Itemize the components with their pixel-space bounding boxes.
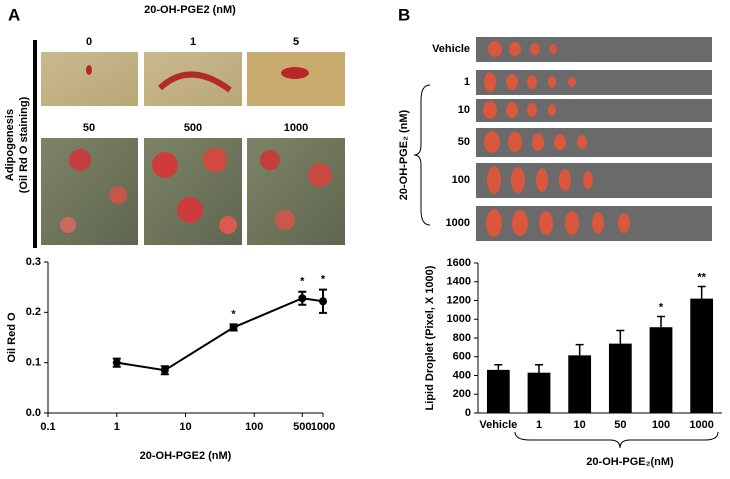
side-bar: [33, 40, 37, 248]
bar: [608, 343, 632, 413]
stain: [275, 210, 295, 230]
y-tick-label: 1000: [447, 313, 471, 325]
panel-title: 20-OH-PGE2 (nM): [144, 4, 236, 16]
error-bar: [697, 285, 706, 299]
stain: [157, 71, 232, 93]
data-point: [112, 358, 121, 367]
stain: [86, 65, 92, 75]
x-axis-label: 20-OH-PGE2 (nM): [140, 450, 232, 462]
stain: [152, 152, 178, 178]
micrograph: [144, 52, 242, 106]
y-tick-label: 200: [453, 388, 471, 400]
y-tick-label: 1400: [447, 276, 471, 288]
image-label: 1: [464, 76, 470, 88]
micrograph: [41, 52, 138, 106]
stain: [177, 197, 203, 223]
stain: [203, 148, 227, 172]
brace: [413, 84, 431, 226]
image-label: 5: [293, 36, 299, 48]
side-label: (Oil Rd O staining): [18, 96, 30, 193]
side-label: Adipogenesis: [4, 109, 16, 181]
stain: [219, 216, 237, 234]
data-point: [160, 366, 169, 375]
stain: [281, 67, 309, 79]
stain: [69, 149, 91, 171]
bar: [527, 372, 551, 413]
brace: [514, 431, 719, 449]
panel-letter: B: [398, 5, 410, 24]
image-label: 0: [86, 36, 92, 48]
x-tick-label: Vehicle: [479, 419, 517, 431]
bar: [486, 369, 510, 413]
x-tick-label: 100: [245, 421, 263, 433]
strip-images: [476, 37, 712, 241]
bar: [690, 298, 714, 413]
y-tick-label: 1600: [447, 257, 471, 269]
stain: [308, 163, 332, 187]
panel-letter: A: [8, 5, 20, 24]
x-tick-label: 10: [179, 421, 191, 433]
y-tick-label: 0.2: [26, 306, 41, 318]
bar: [649, 327, 673, 413]
image-label: 50: [458, 136, 470, 148]
x-tick-label: 500: [293, 421, 311, 433]
x-tick-label: 50: [614, 419, 626, 431]
data-point: [298, 294, 307, 303]
significance: *: [300, 276, 305, 288]
x-tick-label: 0.1: [40, 421, 55, 433]
y-tick-label: 0.3: [26, 256, 41, 268]
error-bar: [616, 329, 625, 344]
x-tick-label: 100: [652, 419, 670, 431]
image-label: 1000: [446, 217, 470, 229]
y-tick-label: 1200: [447, 294, 471, 306]
stain: [60, 217, 76, 233]
image-label: 500: [184, 122, 202, 134]
y-tick-label: 800: [453, 332, 471, 344]
image-label: 1000: [284, 122, 308, 134]
significance: **: [697, 271, 706, 283]
significance: *: [231, 308, 236, 320]
data-point: [229, 323, 238, 332]
y-tick-label: 0.0: [26, 407, 41, 419]
image-grid: [41, 52, 345, 245]
error-bar: [657, 315, 665, 328]
x-tick-label: 1000: [689, 419, 713, 431]
micrograph: [247, 138, 345, 245]
error-bar: [575, 343, 584, 356]
bar: [568, 355, 592, 413]
y-tick-label: 400: [453, 369, 471, 381]
image-label: Vehicle: [432, 43, 470, 55]
data-line: [116, 297, 324, 372]
y-tick-label: 600: [453, 351, 471, 363]
error-bar: [494, 363, 503, 370]
error-bar: [535, 363, 543, 373]
tissue-pieces: [483, 41, 630, 237]
image-label: 1: [190, 36, 196, 48]
image-label: 10: [458, 104, 470, 116]
data-point: [319, 297, 327, 306]
y-axis-label: Lipid Droplet (Pixel, X 1000): [424, 265, 436, 410]
y-tick-label: 0.1: [26, 357, 41, 369]
x-axis-label: 20-OH-PGE₂(nM): [586, 456, 674, 468]
x-tick-label: 1: [114, 421, 120, 433]
image-label: 50: [83, 122, 95, 134]
x-tick-label: 10: [574, 419, 586, 431]
x-tick-label: 1000: [311, 421, 335, 433]
significance: *: [659, 301, 664, 313]
significance: *: [321, 274, 326, 286]
x-tick-label: 1: [536, 419, 542, 431]
stain: [109, 186, 127, 204]
side-label: 20-OH-PGE₂ (nM): [398, 109, 410, 200]
y-axis-label: Oil Red O: [6, 312, 18, 363]
image-label: 100: [452, 174, 470, 186]
micrograph: [247, 52, 345, 106]
stain: [260, 150, 280, 170]
y-tick-label: 0: [465, 407, 471, 419]
